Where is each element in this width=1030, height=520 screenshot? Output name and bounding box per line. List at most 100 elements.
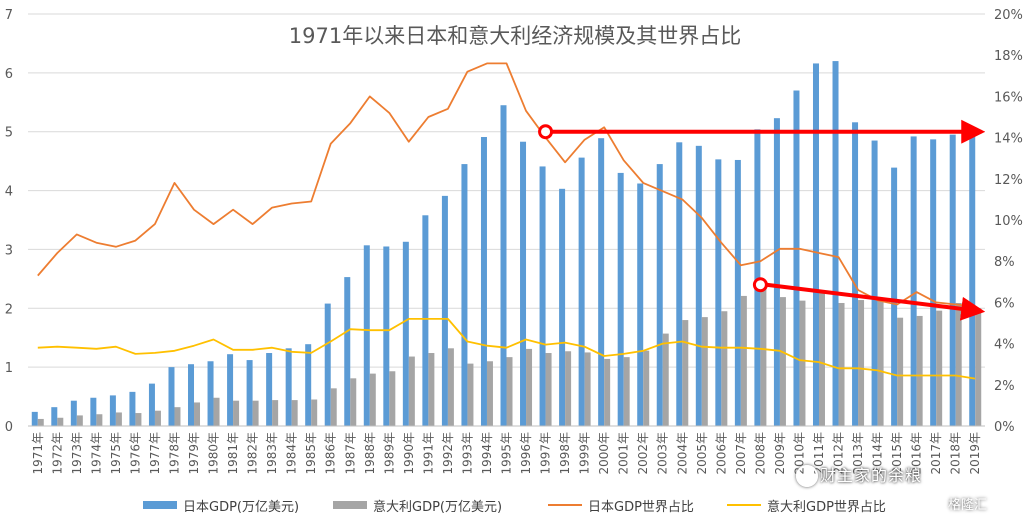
legend-item: 日本GDP世界占比 — [548, 494, 694, 516]
legend-item: 日本GDP(万亿美元) — [143, 494, 299, 516]
bar — [604, 358, 611, 426]
bar — [760, 284, 767, 426]
x-tick-label: 1998年 — [558, 432, 572, 475]
x-tick-label: 1985年 — [304, 432, 318, 475]
bar — [154, 410, 161, 426]
x-tick-label: 1980年 — [207, 432, 221, 475]
bar — [70, 400, 77, 426]
bar — [545, 353, 552, 426]
y-right-tick-label: 20% — [994, 8, 1023, 23]
bar — [838, 302, 845, 426]
bar — [910, 136, 917, 426]
x-tick-label: 1975年 — [109, 432, 123, 475]
x-tick-label: 2019年 — [968, 432, 982, 475]
bar — [57, 417, 64, 426]
x-tick-label: 2000年 — [597, 432, 611, 475]
x-tick-label: 1999年 — [578, 432, 592, 475]
x-tick-label: 1983年 — [265, 432, 279, 475]
legend-label: 日本GDP世界占比 — [588, 499, 694, 515]
bar — [96, 414, 103, 426]
y-left-tick-label: 7 — [5, 8, 13, 23]
bar — [526, 348, 533, 426]
bar — [115, 412, 122, 426]
bar — [565, 351, 572, 426]
logo-text: 格隆汇 — [948, 498, 988, 513]
bar — [877, 298, 884, 426]
x-tick-label: 2014年 — [871, 432, 885, 475]
y-right-tick-label: 0% — [994, 420, 1015, 435]
x-tick-label: 2017年 — [929, 432, 943, 475]
bar — [402, 241, 409, 426]
bar — [773, 118, 780, 427]
y-left-tick-label: 2 — [5, 302, 13, 317]
chart-title: 1971年以来日本和意大利经济规模及其世界占比 — [288, 24, 742, 48]
x-tick-label: 1988年 — [363, 432, 377, 475]
bar — [129, 391, 136, 426]
bar — [324, 303, 331, 426]
x-tick-label: 2012年 — [832, 432, 846, 475]
bar — [559, 188, 566, 426]
x-tick-label: 2018年 — [949, 432, 963, 475]
bar — [350, 378, 357, 426]
x-tick-label: 2016年 — [910, 432, 924, 475]
bar — [486, 361, 493, 426]
bar — [682, 320, 689, 426]
bar — [969, 127, 976, 427]
y-right-tick-label: 10% — [994, 214, 1023, 229]
bar — [51, 407, 58, 426]
y-left-tick-label: 3 — [5, 243, 13, 258]
annotation-marker — [752, 277, 768, 293]
x-tick-label: 2004年 — [675, 432, 689, 475]
bar — [246, 360, 253, 426]
x-tick-label: 1984年 — [285, 432, 299, 475]
bar — [344, 277, 351, 426]
bar — [207, 361, 214, 426]
bar — [598, 138, 605, 426]
x-tick-label: 2015年 — [890, 432, 904, 475]
bar — [389, 371, 396, 426]
bar — [305, 344, 312, 426]
y-right-tick-label: 2% — [994, 379, 1015, 394]
y-left-tick-label: 4 — [5, 185, 13, 200]
bar — [330, 388, 337, 426]
bar — [135, 413, 142, 426]
bar — [369, 373, 376, 426]
bar — [812, 63, 819, 426]
y-right-tick-label: 6% — [994, 296, 1015, 311]
bar — [109, 395, 116, 426]
y-left-tick-label: 1 — [5, 361, 13, 376]
bar — [578, 157, 585, 426]
y-right-tick-label: 8% — [994, 255, 1015, 270]
bar — [148, 383, 155, 426]
x-tick-label: 1986年 — [324, 432, 338, 475]
x-tick-label: 1981年 — [226, 432, 240, 475]
bar — [852, 122, 859, 426]
bar — [871, 140, 878, 427]
x-tick-label: 1994年 — [480, 432, 494, 475]
legend: 日本GDP(万亿美元) 意大利GDP(万亿美元) 日本GDP世界占比 意大利GDP世界… — [0, 494, 1030, 516]
x-tick-label: 1993年 — [460, 432, 474, 475]
bar — [916, 315, 923, 426]
bar — [617, 172, 624, 426]
bar — [506, 357, 513, 426]
legend-label: 日本GDP(万亿美元) — [183, 499, 300, 515]
bar — [793, 90, 800, 426]
bar — [227, 354, 234, 426]
bar — [188, 364, 195, 426]
bar — [721, 311, 728, 426]
y-right-tick-label: 16% — [994, 90, 1023, 105]
x-tick-label: 2001年 — [617, 432, 631, 475]
bar — [754, 129, 761, 427]
bar — [643, 350, 650, 426]
bar — [37, 418, 44, 426]
bar — [428, 353, 435, 426]
x-tick-label: 1974年 — [89, 432, 103, 475]
x-tick-label: 1989年 — [382, 432, 396, 475]
bar — [233, 400, 240, 426]
bar — [779, 297, 786, 426]
x-tick-label: 1976年 — [128, 432, 142, 475]
bar — [832, 61, 839, 426]
x-tick-label: 2008年 — [753, 432, 767, 475]
series-line — [37, 317, 976, 380]
